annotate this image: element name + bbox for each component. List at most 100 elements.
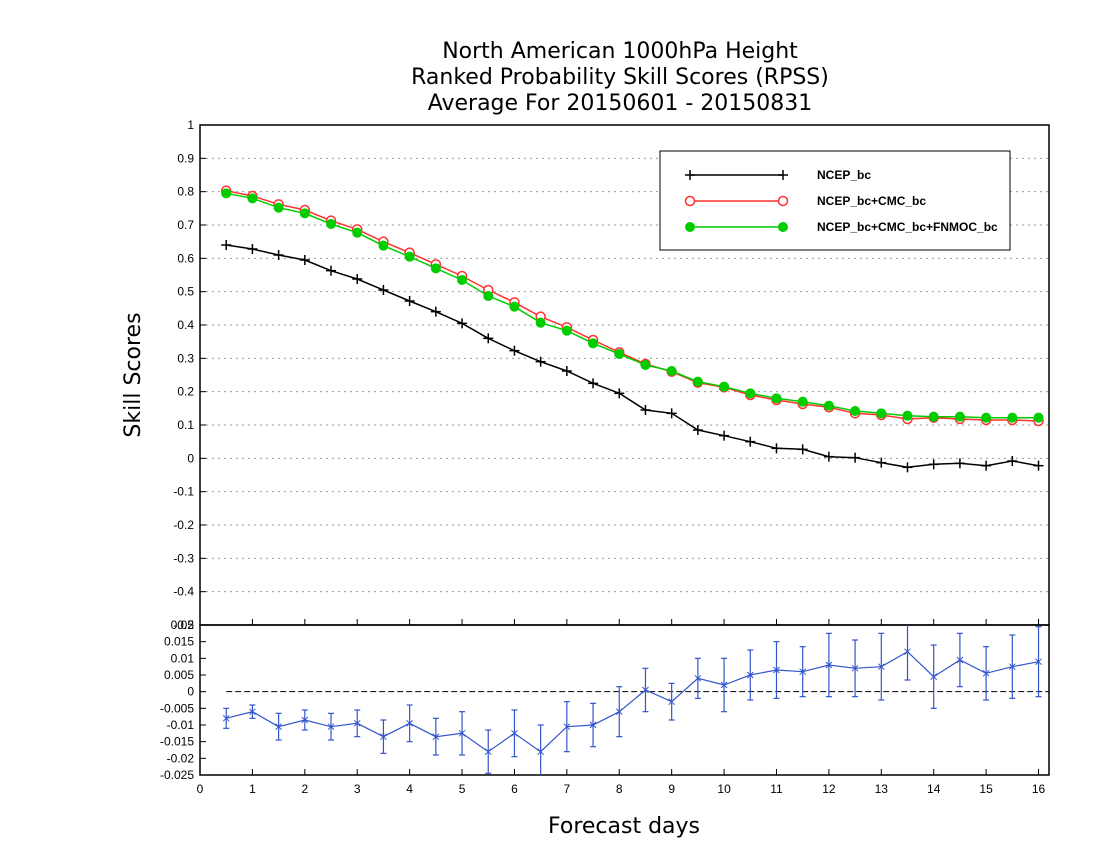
y-tick-label: 0.3 <box>177 351 194 365</box>
error-bar <box>484 729 492 774</box>
error-bar <box>249 704 256 719</box>
y-tick-label: 0.4 <box>177 318 194 332</box>
x-tick-label: 15 <box>979 782 993 796</box>
data-point <box>981 412 992 423</box>
x-tick-label: 8 <box>616 782 623 796</box>
x-tick-label: 12 <box>822 782 836 796</box>
data-point <box>561 325 572 336</box>
error-bar <box>799 646 807 698</box>
data-point <box>327 723 335 731</box>
x-axis-label: Forecast days <box>548 814 700 839</box>
data-point <box>430 306 441 317</box>
data-point <box>430 263 441 274</box>
y-tick-label: 0.2 <box>177 385 194 399</box>
data-point <box>561 366 572 376</box>
title-line-1: North American 1000hPa Height <box>442 39 798 64</box>
y-tick-label: 0.6 <box>177 251 194 265</box>
y-tick-label: 0.01 <box>171 651 195 665</box>
y-tick-label: 0.8 <box>177 185 194 199</box>
x-tick-label: 11 <box>770 782 783 796</box>
legend-marker <box>777 195 789 207</box>
data-point <box>247 193 258 204</box>
x-tick-label: 13 <box>875 782 889 796</box>
data-point <box>694 674 702 682</box>
data-point <box>850 452 861 463</box>
error-bar <box>720 657 728 713</box>
data-point <box>851 664 859 672</box>
y-tick-label: -0.5 <box>173 618 194 632</box>
data-point <box>719 430 730 441</box>
error-bar <box>406 704 413 743</box>
data-point <box>666 366 677 376</box>
data-point <box>378 285 389 295</box>
x-tick-label: 16 <box>1032 782 1046 796</box>
legend-marker <box>778 222 788 232</box>
y-tick-label: 0.5 <box>177 285 194 299</box>
data-point <box>773 666 780 674</box>
data-point <box>902 410 913 421</box>
error-bar <box>432 717 440 756</box>
y-tick-label: -0.2 <box>173 518 194 532</box>
title-line-3: Average For 20150601 - 20150831 <box>428 91 813 116</box>
y-tick-label: 0 <box>187 685 194 699</box>
data-point <box>406 719 413 727</box>
data-point <box>1007 456 1018 466</box>
error-bar <box>956 632 964 688</box>
data-point <box>1033 412 1044 423</box>
error-bar <box>851 639 859 698</box>
data-point <box>746 671 754 679</box>
data-point <box>692 376 703 387</box>
data-point <box>956 656 964 664</box>
title-line-2: Ranked Probability Skill Scores (RPSS) <box>411 65 829 90</box>
error-bar <box>458 711 466 756</box>
data-point <box>719 381 730 392</box>
data-point <box>692 425 703 435</box>
data-point <box>1035 658 1042 666</box>
x-tick-label: 3 <box>354 782 361 796</box>
legend-label: NCEP_bc+CMC_bc <box>817 194 926 208</box>
x-tick-label: 4 <box>406 782 413 796</box>
error-bar <box>275 712 282 741</box>
data-point <box>273 250 284 260</box>
data-point <box>458 729 466 737</box>
data-point <box>509 301 520 312</box>
data-point <box>221 188 232 199</box>
data-point <box>904 648 911 656</box>
data-point <box>614 388 625 399</box>
legend-label: NCEP_bc+CMC_bc+FNMOC_bc <box>817 220 998 234</box>
legend-marker <box>684 195 696 207</box>
y-tick-label: 0.1 <box>177 418 194 432</box>
difference-line <box>226 650 1039 753</box>
data-point <box>380 733 387 741</box>
data-point <box>615 708 623 716</box>
data-point <box>930 673 938 681</box>
error-bar <box>327 712 335 741</box>
data-point <box>614 349 625 359</box>
data-point <box>928 459 939 470</box>
x-tick-label: 10 <box>717 782 731 796</box>
y-tick-label: 0.9 <box>177 151 194 165</box>
data-point <box>642 686 649 694</box>
top-panel: -0.5 -0.4 -0.3 -0.2 -0.1 0 0.1 0.2 0.3 0.4 0.5 0.6 0… <box>173 118 1050 632</box>
y-tick-label: 0.015 <box>164 635 194 649</box>
data-point <box>640 405 651 415</box>
data-point <box>299 208 310 219</box>
data-point <box>352 227 363 238</box>
y-tick-label: 0.02 <box>171 618 195 632</box>
chart-title: North American 1000hPa Height Ranked Pro… <box>411 39 829 116</box>
x-tick-label: 5 <box>459 782 466 796</box>
error-bar <box>537 724 545 775</box>
data-point <box>850 406 861 416</box>
y-tick-label: -0.02 <box>167 751 195 765</box>
data-point <box>771 443 782 454</box>
y-tick-label: -0.01 <box>167 718 195 732</box>
y-tick-label: -0.005 <box>160 701 194 715</box>
error-bar <box>694 657 702 699</box>
error-bar <box>773 641 780 699</box>
bottom-panel: -0.025 -0.02 -0.015 -0.01 -0.005 0 0.005 0.01 0.… <box>160 618 1050 782</box>
error-bar <box>930 644 938 709</box>
data-point <box>668 698 676 706</box>
data-point <box>981 460 992 471</box>
error-bar <box>746 649 754 701</box>
